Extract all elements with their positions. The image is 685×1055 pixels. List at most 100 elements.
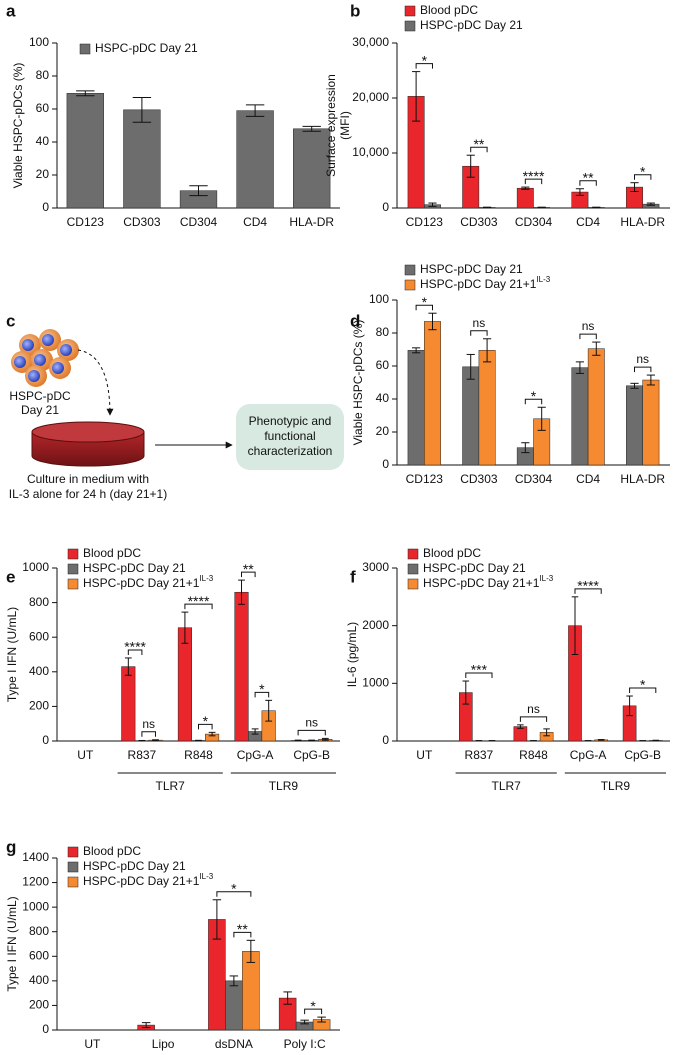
legend-swatch [404, 20, 416, 32]
error-bar [646, 202, 655, 206]
y-tick-label: 100 [369, 292, 389, 306]
diagram-c: c HSPC-pDC Day 21 Culture in medium with… [6, 311, 344, 501]
panel-letter: a [6, 1, 16, 20]
error-bar [294, 739, 302, 742]
dish-label: IL-3 alone for 24 h (day 21+1) [9, 487, 167, 501]
bar [177, 627, 192, 742]
sig-bracket [415, 63, 433, 69]
error-bar [597, 739, 605, 741]
bar [642, 379, 660, 466]
error-bar [317, 1016, 326, 1023]
y-tick-label: 1000 [362, 676, 389, 690]
x-tick-label: CD4 [576, 472, 600, 486]
y-tick-label: 30,000 [352, 35, 389, 49]
sig-bracket [198, 723, 213, 730]
x-tick-label: CpG-B [293, 748, 330, 762]
legend-swatch [407, 563, 419, 575]
error-bar [300, 1019, 309, 1025]
dish-label: Culture in medium with [27, 472, 149, 486]
legend-swatch [79, 43, 91, 55]
sig-label: ns [527, 702, 540, 716]
x-tick-label: CD4 [576, 215, 600, 229]
sig-label: ns [473, 316, 486, 330]
chart-panel: e Type I IFN (U/mL) 0 200 400 600 800 1000 UT R83… [5, 546, 340, 793]
box-label: Phenotypic and [249, 414, 332, 428]
legend-swatch [67, 578, 79, 590]
sig-label: * [531, 388, 537, 404]
sig-bracket [297, 729, 326, 736]
x-tick-label: CD304 [515, 472, 553, 486]
sig-label: * [203, 713, 209, 729]
x-tick-label: CD123 [406, 215, 444, 229]
bar [571, 367, 589, 466]
y-tick-label: 3000 [362, 560, 389, 574]
y-tick-label: 20 [36, 167, 50, 181]
error-bar [321, 737, 329, 741]
group-label: TLR9 [269, 779, 299, 793]
y-tick-label: 60 [36, 101, 50, 115]
x-tick-label: R848 [519, 748, 548, 762]
error-bar [412, 71, 421, 122]
sig-label: * [422, 52, 428, 68]
sig-bracket [579, 333, 597, 340]
y-tick-label: 0 [382, 733, 389, 747]
x-tick-label: Lipo [152, 1037, 175, 1051]
sig-label: ** [243, 561, 254, 577]
sig-bracket [634, 366, 652, 373]
error-bar [229, 975, 239, 987]
sig-label: * [310, 998, 316, 1014]
y-tick-label: 20 [376, 424, 390, 438]
sig-bracket [233, 931, 252, 938]
y-axis-label: Viable HSPC-pDCs (%) [11, 63, 25, 189]
error-bar [308, 739, 316, 742]
bar [123, 109, 161, 209]
panel-letter: b [350, 1, 360, 20]
sig-label: **** [523, 168, 545, 184]
legend-label: HSPC-pDC Day 21 [83, 561, 186, 575]
legend-swatch [407, 578, 419, 590]
legend-swatch [404, 264, 416, 276]
sig-bracket [574, 588, 602, 594]
error-bar [181, 611, 189, 644]
sig-bracket [634, 174, 652, 180]
error-bar [132, 96, 152, 123]
y-tick-label: 20,000 [352, 90, 389, 104]
panel-letter: d [350, 311, 360, 330]
x-tick-label: UT [84, 1037, 101, 1051]
y-tick-label: 0 [382, 457, 389, 471]
y-tick-label: 800 [29, 924, 49, 938]
sig-label: **** [188, 593, 210, 609]
panel-letter: f [350, 567, 356, 586]
sig-bracket [579, 180, 597, 186]
legend-swatch [404, 279, 416, 291]
x-tick-label: CD123 [406, 472, 444, 486]
x-tick-label: CpG-B [624, 748, 661, 762]
panel-letter: c [6, 311, 15, 330]
bar [121, 666, 136, 742]
sig-label: ns [582, 319, 595, 333]
legend-label: HSPC-pDC Day 21+1 [420, 277, 537, 291]
y-tick-label: 800 [29, 595, 49, 609]
y-tick-label: 1000 [22, 899, 49, 913]
sig-bracket [304, 1008, 323, 1015]
sig-bracket [415, 304, 433, 311]
error-bar [575, 361, 585, 374]
error-bar [141, 1022, 151, 1029]
legend-label: HSPC-pDC Day 21 [420, 262, 523, 276]
y-axis-label: Viable HSPC-pDCs (%) [351, 320, 365, 446]
bar [236, 110, 274, 209]
sig-label: * [640, 677, 646, 693]
bar [626, 385, 643, 466]
sig-label: ** [237, 921, 248, 937]
error-bar [646, 374, 655, 386]
x-tick-label: dsDNA [215, 1037, 253, 1051]
error-bar [246, 939, 256, 963]
error-bar [462, 680, 470, 705]
x-tick-label: CD123 [67, 215, 105, 229]
x-tick-label: CpG-A [570, 748, 607, 762]
bar [424, 321, 441, 466]
chart-panel: a Viable HSPC-pDCs (%) 0 20 40 60 80 100 CD123 CD… [6, 1, 340, 229]
chart-panel: f IL-6 (pg/mL) 0 1000 2000 3000 UT R837 R848 CpG-… [345, 546, 670, 793]
x-tick-label: CD303 [460, 215, 498, 229]
chart-panel: g Type I IFN (U/mL) 0 200 400 600 800 1000 1200 1… [5, 837, 340, 1051]
